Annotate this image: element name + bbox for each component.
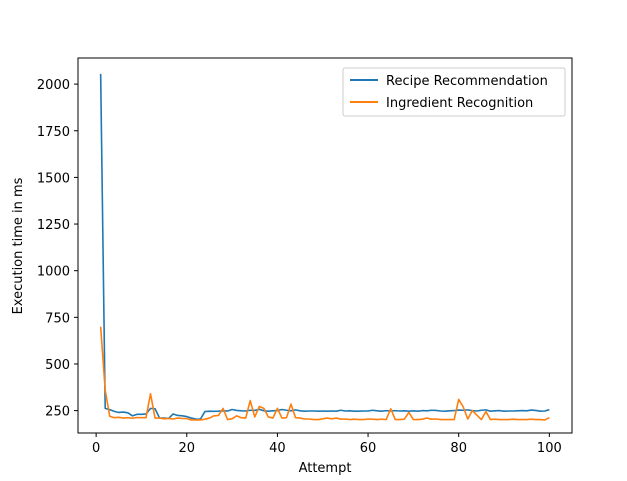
x-tick-label: 40 <box>269 441 286 456</box>
legend: Recipe Recommendation Ingredient Recogni… <box>342 67 566 117</box>
y-axis: 250 500 750 1000 1250 1500 1750 2000 <box>37 78 78 420</box>
x-axis: 0 20 40 60 80 100 <box>92 433 562 456</box>
y-tick-label: 1000 <box>37 265 70 280</box>
x-tick-label: 60 <box>360 441 377 456</box>
legend-box <box>342 67 566 117</box>
y-tick-label: 500 <box>45 358 70 373</box>
y-tick-label: 250 <box>45 405 70 420</box>
x-axis-title: Attempt <box>299 461 352 476</box>
series-line-0 <box>99 73 550 420</box>
plot-frame <box>77 57 573 434</box>
y-tick-label: 1250 <box>37 218 70 233</box>
series-line-1 <box>99 326 550 421</box>
y-tick-label: 2000 <box>37 78 70 93</box>
y-tick-label: 1750 <box>37 125 70 140</box>
y-tick-label: 1500 <box>37 171 70 186</box>
series-lines <box>99 73 550 421</box>
legend-label-recipe-recommendation: Recipe Recommendation <box>386 74 548 89</box>
x-tick-label: 0 <box>92 441 100 456</box>
y-tick-label: 750 <box>45 311 70 326</box>
legend-label-ingredient-recognition: Ingredient Recognition <box>386 96 533 111</box>
y-axis-title: Execution time in ms <box>11 177 26 314</box>
x-tick-label: 100 <box>537 441 562 456</box>
x-tick-label: 80 <box>450 441 467 456</box>
x-tick-label: 20 <box>178 441 195 456</box>
